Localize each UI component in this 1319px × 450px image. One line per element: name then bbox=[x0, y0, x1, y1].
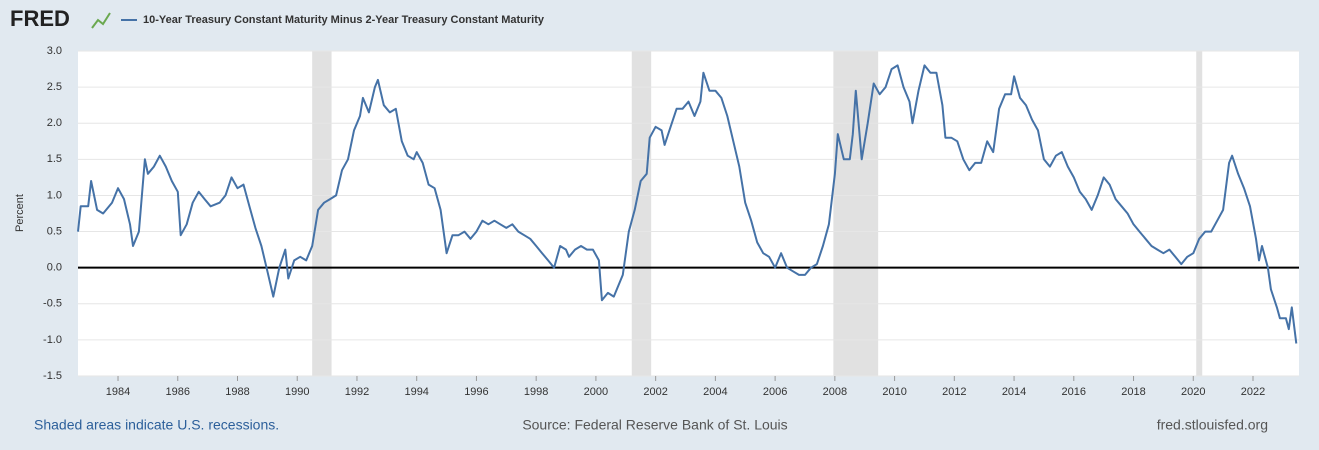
y-axis-label: Percent bbox=[14, 194, 26, 232]
footer-source: Source: Federal Reserve Bank of St. Loui… bbox=[522, 417, 787, 433]
recession-band bbox=[312, 51, 332, 376]
y-tick-label: 1.0 bbox=[47, 189, 62, 201]
x-tick-label: 2012 bbox=[942, 386, 966, 398]
legend-label: 10-Year Treasury Constant Maturity Minus… bbox=[143, 14, 545, 26]
x-tick-label: 2008 bbox=[823, 386, 847, 398]
x-tick-label: 1986 bbox=[166, 386, 190, 398]
series-line bbox=[77, 64, 1298, 344]
brand-logo: FRED bbox=[10, 6, 70, 31]
x-tick-label: 2014 bbox=[1002, 386, 1026, 398]
y-tick-label: 0.0 bbox=[47, 262, 62, 274]
x-tick-label: 2006 bbox=[763, 386, 787, 398]
y-tick-label: -1.0 bbox=[43, 334, 62, 346]
x-tick-label: 1994 bbox=[404, 386, 428, 398]
logo-icon bbox=[91, 12, 111, 29]
x-tick-label: 2000 bbox=[584, 386, 608, 398]
x-tick-label: 1996 bbox=[464, 386, 488, 398]
x-tick-label: 1988 bbox=[225, 386, 249, 398]
recession-band bbox=[1196, 51, 1203, 376]
x-tick-label: 1984 bbox=[106, 386, 130, 398]
x-tick-label: 2002 bbox=[643, 386, 667, 398]
footer-note: Shaded areas indicate U.S. recessions. bbox=[34, 417, 279, 433]
x-tick-label: 2020 bbox=[1181, 386, 1205, 398]
y-tick-label: 1.5 bbox=[47, 153, 62, 165]
x-tick-label: 1990 bbox=[285, 386, 309, 398]
recession-band bbox=[631, 51, 652, 376]
x-tick-label: 2018 bbox=[1121, 386, 1145, 398]
y-tick-label: 2.0 bbox=[47, 117, 62, 129]
y-tick-label: 0.5 bbox=[47, 225, 62, 237]
x-tick-label: 1992 bbox=[345, 386, 369, 398]
y-tick-label: 2.5 bbox=[47, 81, 62, 93]
y-tick-label: 3.0 bbox=[47, 45, 62, 57]
x-tick-label: 1998 bbox=[524, 386, 548, 398]
x-tick-label: 2004 bbox=[703, 386, 727, 398]
footer-site: fred.stlouisfed.org bbox=[1157, 417, 1268, 433]
x-tick-label: 2022 bbox=[1241, 386, 1265, 398]
x-tick-label: 2010 bbox=[882, 386, 906, 398]
y-tick-label: -0.5 bbox=[43, 298, 62, 310]
x-tick-label: 2016 bbox=[1062, 386, 1086, 398]
y-tick-label: -1.5 bbox=[43, 370, 62, 382]
plot-area bbox=[78, 51, 1299, 376]
